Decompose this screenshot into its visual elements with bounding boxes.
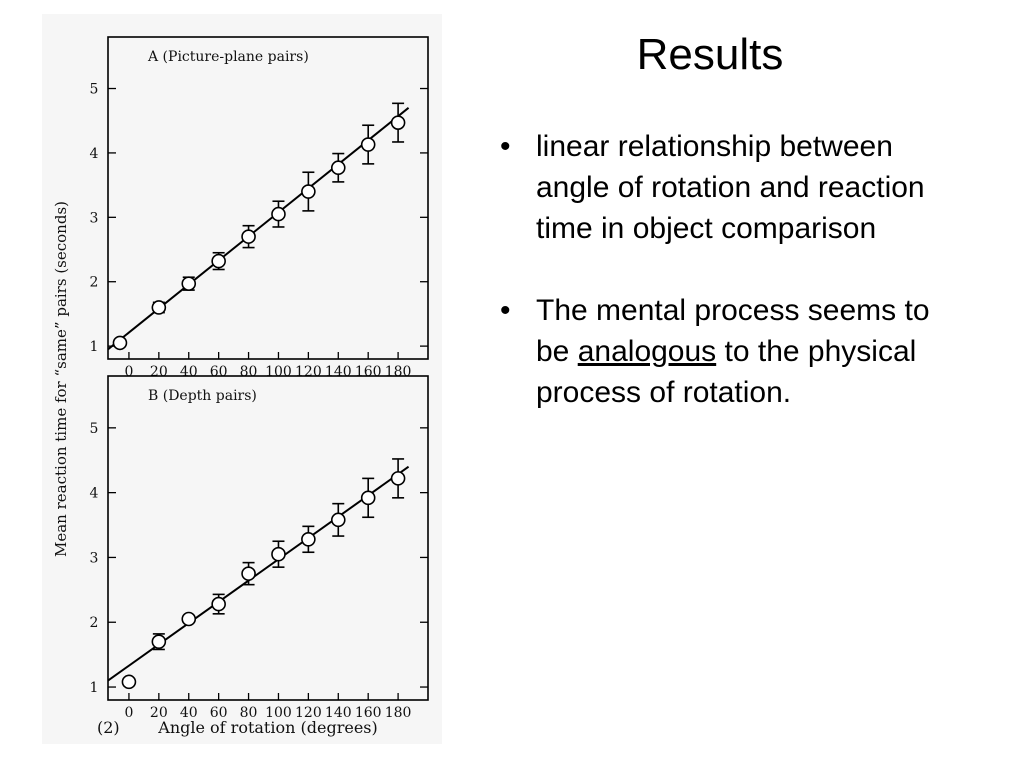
x-tick-label: 60	[210, 705, 228, 721]
bullet-dot: •	[500, 294, 511, 327]
data-point	[390, 471, 406, 486]
data-point	[112, 335, 128, 351]
x-tick-label: 60	[210, 364, 228, 380]
data-point	[390, 115, 406, 130]
slide-title: Results	[636, 30, 784, 79]
y-tick-label: 3	[90, 210, 99, 226]
data-point	[241, 229, 256, 244]
x-tick-label: 180	[385, 705, 412, 721]
x-tick-label: 160	[355, 705, 382, 721]
data-point	[181, 276, 197, 291]
data-point	[330, 160, 346, 176]
bullet-item: • linear relationship between angle of r…	[500, 126, 970, 249]
data-point	[301, 531, 316, 547]
x-tick-label: 0	[124, 364, 133, 380]
y-tick-label: 4	[90, 146, 99, 162]
bullet-dot: •	[500, 130, 511, 163]
data-point	[301, 184, 316, 199]
data-point	[211, 596, 226, 612]
data-point	[360, 490, 376, 506]
panel-title: B (Depth pairs)	[148, 388, 257, 404]
x-tick-label: 40	[180, 364, 198, 380]
data-point	[121, 674, 137, 690]
y-tick-label: 1	[90, 680, 99, 696]
bullet-list: • linear relationship between angle of r…	[500, 126, 970, 454]
plot-frame	[107, 375, 429, 701]
x-tick-label: 180	[385, 364, 412, 380]
rotation-figure: Mean reaction time for “same” pairs (sec…	[52, 36, 429, 737]
x-tick-label: 100	[265, 364, 292, 380]
y-tick-label: 1	[90, 339, 99, 355]
x-tick-label: 120	[295, 364, 322, 380]
plot-frame	[107, 36, 429, 360]
data-point	[330, 512, 346, 528]
bullet-text: linear relationship between angle of rot…	[536, 130, 925, 245]
data-point	[271, 546, 286, 562]
data-point	[271, 206, 286, 222]
x-tick-label: 140	[325, 705, 352, 721]
data-point	[360, 137, 376, 152]
y-tick-label: 2	[90, 275, 99, 291]
y-tick-label: 3	[90, 550, 99, 566]
bullet-text-underlined: analogous	[577, 335, 717, 368]
x-tick-label: 140	[325, 364, 352, 380]
y-tick-label: 2	[90, 615, 99, 631]
x-tick-label: 160	[355, 364, 382, 380]
x-tick-label: 20	[150, 705, 168, 721]
x-tick-label: 80	[240, 705, 258, 721]
y-axis-label: Mean reaction time for “same” pairs (sec…	[52, 201, 70, 557]
bullet-text-before: The mental process seems to be	[536, 294, 930, 368]
x-tick-label: 0	[124, 705, 133, 721]
x-tick-label: 20	[150, 364, 168, 380]
y-tick-label: 5	[90, 82, 99, 98]
figure-number: (2)	[97, 718, 120, 737]
x-tick-label: 100	[265, 705, 292, 721]
data-point	[241, 566, 256, 581]
x-axis-label: Angle of rotation (degrees)	[157, 718, 377, 737]
x-tick-label: 80	[240, 364, 258, 380]
data-point	[211, 253, 226, 269]
bullet-text-after: to the physical process of rotation.	[536, 335, 917, 409]
data-point	[151, 300, 167, 315]
data-point	[151, 634, 167, 649]
y-tick-label: 4	[90, 486, 99, 502]
x-tick-label: 40	[180, 705, 198, 721]
panel-title: A (Picture-plane pairs)	[147, 49, 309, 65]
y-tick-label: 5	[90, 421, 99, 437]
figure-panel: Mean reaction time for “same” pairs (sec…	[42, 14, 442, 744]
bullet-item: • The mental process seems to be analogo…	[500, 290, 970, 413]
x-tick-label: 120	[295, 705, 322, 721]
data-point	[181, 611, 197, 627]
